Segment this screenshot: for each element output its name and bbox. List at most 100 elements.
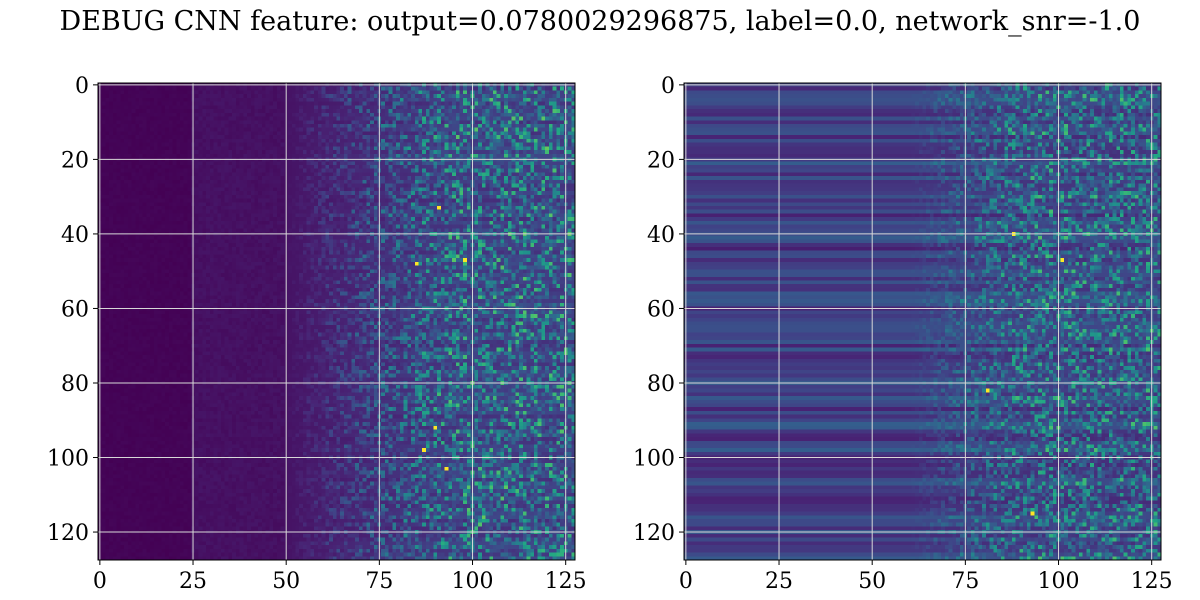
heatmap-cell: [504, 220, 509, 225]
heatmap-cell: [302, 105, 308, 110]
heatmap-cell: [198, 161, 203, 166]
heatmap-cell: [407, 176, 412, 181]
heatmap-cell: [545, 109, 550, 114]
heatmap-cell: [466, 179, 472, 184]
heatmap-cell: [146, 109, 151, 114]
heatmap-cell: [232, 194, 237, 199]
heatmap-cell: [310, 202, 315, 207]
heatmap-cell: [381, 209, 386, 214]
heatmap-cell: [120, 90, 125, 95]
heatmap-cell: [392, 205, 397, 211]
heatmap-cell: [384, 131, 390, 136]
heatmap-cell: [440, 202, 445, 207]
heatmap-cell: [422, 120, 427, 125]
heatmap-cell: [291, 97, 296, 102]
heatmap-cell: [418, 90, 423, 95]
heatmap-cell: [228, 179, 233, 184]
heatmap-cell: [355, 142, 360, 147]
heatmap-cell: [179, 146, 185, 151]
heatmap-cell: [437, 123, 442, 129]
heatmap-cell: [273, 97, 278, 102]
heatmap-cell: [131, 168, 136, 173]
heatmap-cell: [235, 112, 240, 117]
heatmap-cell: [381, 138, 386, 143]
heatmap-cell: [452, 150, 457, 155]
heatmap-cell: [418, 183, 423, 188]
heatmap-cell: [392, 164, 397, 170]
heatmap-cell: [131, 150, 136, 155]
heatmap-cell: [500, 209, 505, 214]
heatmap-cell: [273, 194, 278, 199]
heatmap-cell: [522, 116, 527, 121]
heatmap-cell: [280, 142, 285, 147]
heatmap-cell: [358, 112, 363, 117]
heatmap-cell: [351, 198, 356, 203]
heatmap-cell: [176, 179, 181, 184]
heatmap-cell: [198, 112, 203, 117]
heatmap-cell: [295, 150, 300, 155]
heatmap-cell: [179, 109, 185, 114]
heatmap-cell: [489, 135, 494, 140]
heatmap-cell: [146, 213, 151, 218]
heatmap-cell: [142, 164, 147, 170]
heatmap-cell: [321, 220, 326, 225]
heatmap-cell: [422, 202, 427, 207]
heatmap-cell: [150, 224, 155, 229]
heatmap-cell: [336, 224, 341, 229]
heatmap-cell: [414, 127, 419, 132]
heatmap-cell: [433, 205, 438, 211]
heatmap-cell: [310, 191, 315, 196]
heatmap-cell: [541, 94, 546, 99]
heatmap-cell: [440, 213, 445, 218]
heatmap-cell: [519, 146, 524, 151]
heatmap-cell: [224, 153, 229, 158]
heatmap-cell: [414, 224, 419, 229]
heatmap-cell: [399, 202, 404, 207]
heatmap-cell: [429, 135, 434, 140]
heatmap-cell: [179, 202, 185, 207]
heatmap-cell: [202, 176, 207, 181]
heatmap-cell: [217, 191, 222, 196]
heatmap-cell: [243, 205, 248, 211]
heatmap-cell: [560, 164, 565, 170]
heatmap-cell: [399, 105, 404, 110]
heatmap-cell: [280, 161, 285, 166]
heatmap-cell: [425, 209, 431, 214]
heatmap-cell: [265, 213, 270, 218]
heatmap-cell: [355, 127, 360, 132]
heatmap-cell: [202, 138, 207, 143]
heatmap-cell: [232, 202, 237, 207]
heatmap-cell: [351, 123, 356, 129]
heatmap-cell: [127, 213, 132, 218]
heatmap-cell: [496, 224, 501, 229]
heatmap-cell: [168, 112, 173, 117]
heatmap-cell: [332, 116, 337, 121]
heatmap-cell: [138, 153, 144, 158]
heatmap-cell: [511, 127, 516, 132]
heatmap-cell: [463, 183, 468, 188]
heatmap-cell: [254, 150, 259, 155]
heatmap-cell: [105, 224, 110, 229]
heatmap-cell: [370, 120, 375, 125]
heatmap-cell: [124, 94, 129, 99]
heatmap-cell: [258, 123, 263, 129]
heatmap-cell: [425, 153, 431, 158]
heatmap-cell: [511, 112, 516, 117]
heatmap-cell: [511, 217, 516, 222]
heatmap-cell: [329, 146, 334, 151]
heatmap-cell: [209, 146, 214, 151]
heatmap-cell: [567, 202, 572, 207]
heatmap-cell: [444, 191, 449, 196]
heatmap-cell: [489, 183, 494, 188]
heatmap-cell: [534, 220, 539, 225]
heatmap-cell: [280, 90, 285, 95]
heatmap-cell: [157, 191, 162, 196]
heatmap-cell: [127, 191, 132, 196]
heatmap-cell: [466, 138, 472, 143]
heatmap-cell: [384, 213, 390, 218]
heatmap-cell: [500, 86, 505, 91]
heatmap-cell: [463, 138, 468, 143]
heatmap-cell: [310, 150, 315, 155]
heatmap-cell: [243, 179, 248, 184]
heatmap-cell: [153, 142, 158, 147]
